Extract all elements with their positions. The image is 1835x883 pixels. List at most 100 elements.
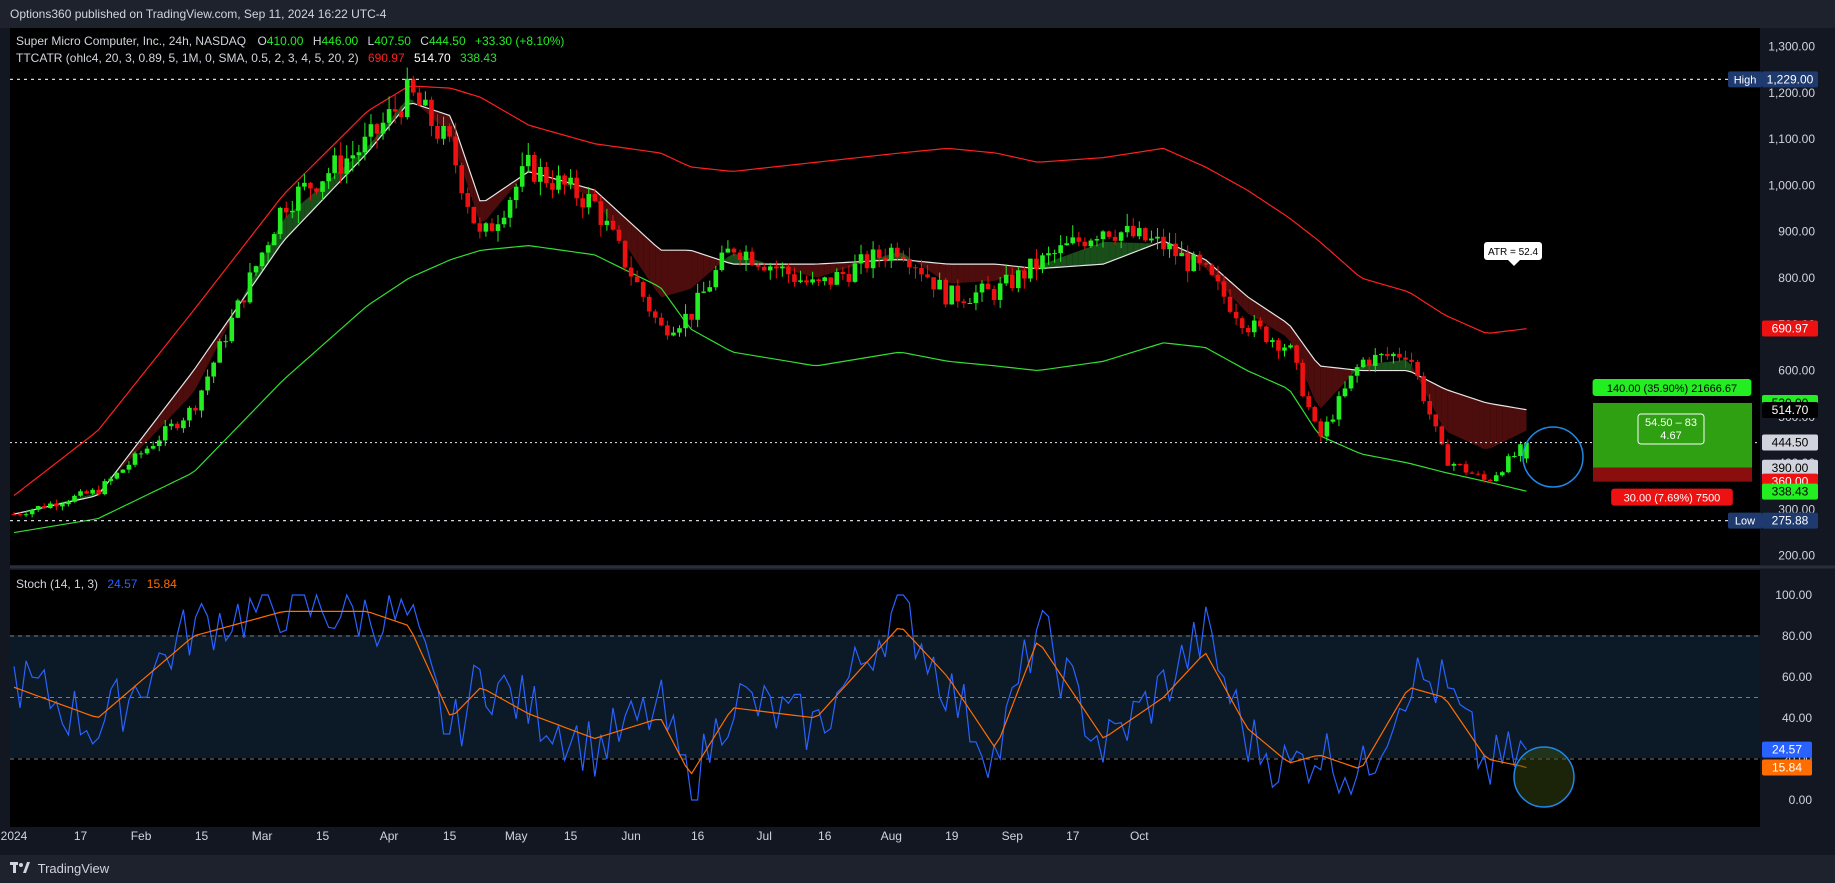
- tradingview-logo-icon[interactable]: [10, 861, 34, 876]
- candle-body: [767, 266, 773, 271]
- time-tick-label: Aug: [881, 829, 902, 843]
- candle-body: [1046, 253, 1051, 256]
- candle-body: [84, 491, 89, 494]
- legend-high: 446.00: [322, 34, 359, 48]
- candle: [1239, 316, 1245, 334]
- candle: [314, 187, 319, 195]
- candle-body: [852, 263, 858, 282]
- candle: [1028, 258, 1033, 283]
- candle-body: [1221, 281, 1227, 297]
- trend-cloud-segment: [1109, 242, 1116, 262]
- position-loss-zone[interactable]: [1593, 467, 1752, 482]
- legend-stoch[interactable]: Stoch (14, 1, 3): [16, 577, 98, 591]
- candle-body: [1342, 388, 1348, 397]
- candle-body: [1203, 263, 1209, 265]
- trend-cloud-segment: [975, 264, 982, 282]
- candle-body: [1003, 274, 1009, 284]
- candle: [72, 494, 77, 503]
- candle-body: [1239, 318, 1245, 329]
- candle: [580, 192, 585, 219]
- candle-body: [320, 181, 325, 192]
- candle: [277, 206, 283, 240]
- candle: [1251, 315, 1257, 338]
- candle: [1245, 325, 1251, 337]
- candle: [1336, 391, 1342, 427]
- candle: [1518, 441, 1523, 462]
- trend-cloud-segment: [673, 250, 680, 294]
- candle-body: [646, 296, 652, 312]
- candle: [895, 242, 900, 262]
- candle-body: [1421, 376, 1426, 402]
- candle-body: [338, 155, 343, 174]
- footer-brand[interactable]: TradingView: [37, 861, 110, 876]
- candle: [1185, 245, 1190, 283]
- trend-cloud-segment: [915, 260, 922, 266]
- candle-body: [60, 504, 65, 507]
- trend-cloud-segment: [685, 250, 692, 291]
- candle: [308, 181, 313, 201]
- candle: [211, 361, 216, 383]
- trend-cloud-segment: [945, 263, 952, 284]
- trend-cloud-segment: [1399, 359, 1406, 371]
- legend-indicator[interactable]: TTCATR (ohlc4, 20, 3, 0.89, 5, 1M, 0, SM…: [16, 51, 359, 65]
- candle-body: [544, 166, 549, 184]
- candle-body: [308, 182, 313, 189]
- candle-body: [1064, 243, 1069, 246]
- candle: [544, 161, 549, 188]
- candle: [344, 145, 350, 184]
- candle: [1088, 238, 1094, 248]
- candle: [755, 263, 761, 271]
- candle-body: [199, 390, 204, 411]
- candle-body: [23, 514, 29, 516]
- candle-body: [713, 270, 719, 288]
- trend-cloud-segment: [1236, 286, 1243, 308]
- candle: [1009, 267, 1015, 292]
- candle: [1112, 229, 1118, 245]
- trend-cloud-segment: [1496, 404, 1503, 446]
- trend-cloud-segment: [1115, 242, 1122, 260]
- atr-callout-box: [1484, 242, 1542, 260]
- candle: [592, 188, 598, 203]
- candle: [283, 201, 289, 218]
- candle: [1409, 352, 1414, 366]
- candle-body: [743, 251, 749, 260]
- candle: [1463, 460, 1469, 476]
- stoch-tag-k: 24.57: [1772, 743, 1802, 757]
- trend-cloud-segment: [153, 415, 160, 436]
- candle: [1258, 317, 1263, 330]
- candle-body: [1227, 296, 1233, 312]
- candle-body: [1445, 444, 1451, 466]
- candle-body: [876, 249, 882, 258]
- candle-body: [634, 276, 640, 283]
- candle: [997, 276, 1003, 308]
- trend-cloud-segment: [842, 262, 849, 270]
- candle-body: [29, 509, 35, 515]
- candle: [1173, 233, 1178, 265]
- candle: [610, 215, 616, 231]
- candle: [538, 158, 543, 196]
- trend-cloud-segment: [1284, 321, 1291, 342]
- candle: [858, 244, 864, 275]
- trend-cloud-segment: [479, 200, 486, 223]
- candle: [96, 485, 101, 496]
- trend-cloud-segment: [292, 205, 299, 232]
- candle-body: [864, 254, 870, 269]
- trend-cloud-segment: [939, 263, 946, 283]
- candle: [144, 446, 150, 455]
- trend-cloud-segment: [800, 264, 807, 276]
- candle: [501, 210, 507, 228]
- legend-symbol[interactable]: Super Micro Computer, Inc., 24h, NASDAQ: [16, 34, 246, 48]
- candle-body: [665, 325, 670, 336]
- trend-cloud-segment: [1048, 259, 1055, 268]
- candle: [332, 147, 337, 180]
- stoch-tag-k-box: [1762, 741, 1812, 758]
- trend-cloud-segment: [727, 253, 734, 265]
- trend-cloud-segment: [1006, 265, 1013, 278]
- candle: [84, 489, 89, 495]
- candle: [1445, 439, 1451, 466]
- legend-row-1: Super Micro Computer, Inc., 24h, NASDAQ …: [16, 34, 564, 48]
- candle-body: [193, 407, 198, 411]
- candle: [1372, 348, 1378, 373]
- candle: [1379, 352, 1384, 363]
- candle: [1270, 337, 1275, 348]
